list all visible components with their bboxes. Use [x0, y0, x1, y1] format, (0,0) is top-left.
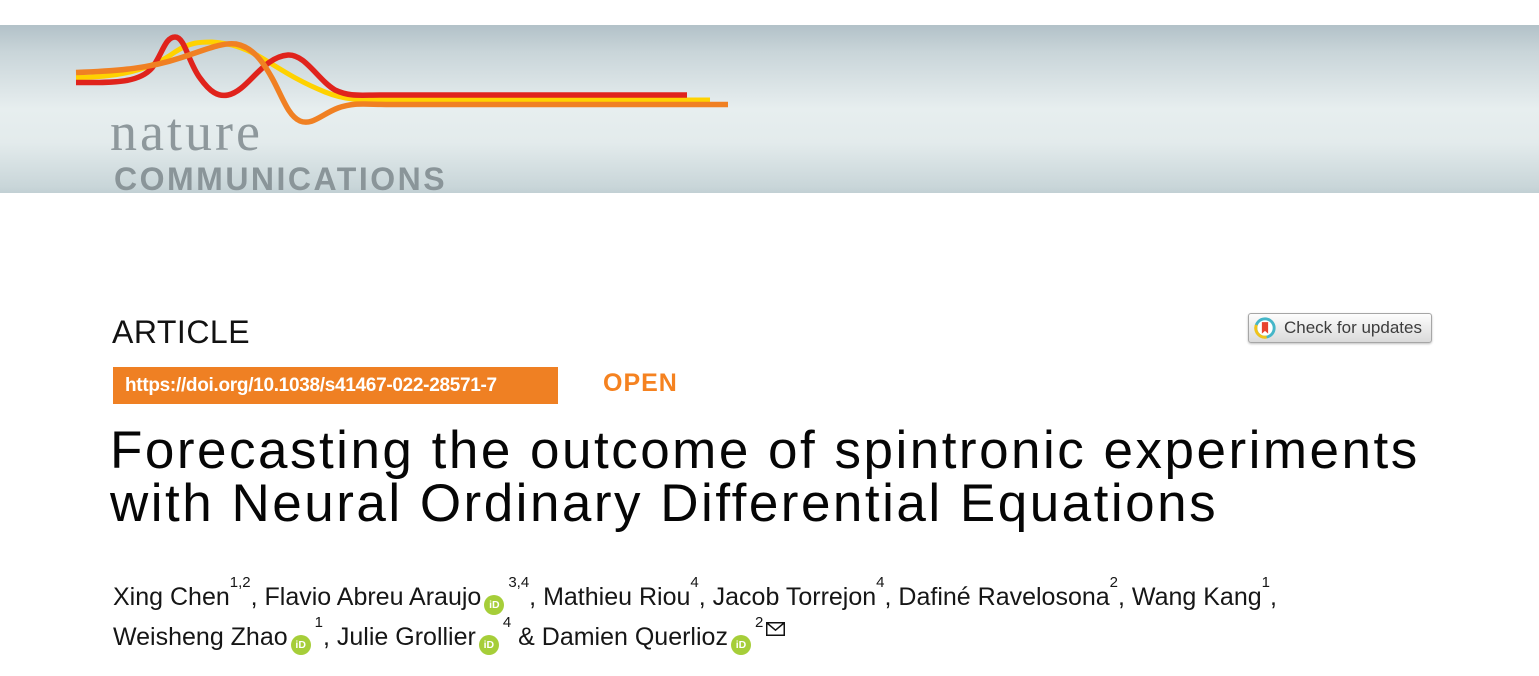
author: Damien Querlioz iD2 — [541, 615, 786, 655]
author-affiliation-sup: 4 — [876, 573, 885, 591]
author-affiliation-sup: 4 — [690, 573, 699, 591]
open-access-label: OPEN — [603, 369, 678, 397]
author-name: Damien Querlioz — [541, 623, 728, 651]
author-name: Xing Chen — [113, 583, 230, 611]
author-list: Xing Chen1,2, Flavio Abreu Araujo iD3,4, … — [113, 575, 1277, 657]
title-line-1: Forecasting the outcome of spintronic ex… — [110, 421, 1420, 480]
author-affiliation-sup: 1 — [314, 613, 323, 631]
author-separator: , — [529, 583, 544, 611]
author: Mathieu Riou4, — [543, 575, 713, 611]
orcid-icon[interactable]: iD — [484, 595, 505, 615]
author-affiliation-sup: 1,2 — [229, 573, 251, 591]
article-kicker: ARTICLE — [112, 314, 251, 350]
orcid-icon[interactable]: iD — [478, 635, 499, 655]
orcid-icon[interactable]: iD — [730, 635, 751, 655]
author-separator: , — [884, 583, 899, 611]
author: Xing Chen1,2, — [113, 575, 265, 611]
email-envelope-icon[interactable] — [766, 614, 786, 642]
author: Jacob Torrejon4, — [712, 575, 899, 611]
author-affiliation-sup: 2 — [1109, 573, 1119, 591]
authors-line-2: Weisheng Zhao iD1, Julie Grollier iD4 & Da… — [113, 615, 1277, 657]
author: Wang Kang1, — [1131, 575, 1277, 611]
author-separator: , — [1269, 583, 1277, 611]
author: Julie Grollier iD4 & — [336, 615, 542, 655]
journal-banner: nature COMMUNICATIONS — [0, 25, 1539, 197]
orcid-icon[interactable]: iD — [290, 635, 311, 655]
authors-line-1: Xing Chen1,2, Flavio Abreu Araujo iD3,4, … — [113, 575, 1277, 617]
crossmark-icon — [1254, 317, 1276, 339]
author-affiliation-sup: 2 — [754, 613, 764, 631]
author-separator: , — [250, 583, 265, 611]
nature-logo-wordmark: nature — [110, 102, 263, 162]
author-name: Julie Grollier — [336, 623, 476, 651]
author-name: Mathieu Riou — [543, 583, 691, 611]
article-title: Forecasting the outcome of spintronic ex… — [110, 424, 1420, 530]
author-name: Wang Kang — [1131, 583, 1262, 611]
title-line-2: with Neural Ordinary Differential Equati… — [110, 474, 1219, 533]
author-separator: , — [323, 623, 337, 651]
author-separator: & — [511, 623, 542, 651]
check-for-updates-label: Check for updates — [1284, 318, 1422, 337]
author: Flavio Abreu Araujo iD3,4, — [264, 575, 544, 615]
author-affiliation-sup: 4 — [502, 613, 512, 631]
author: Dafiné Ravelosona2, — [898, 575, 1132, 611]
author-name: Dafiné Ravelosona — [898, 583, 1110, 611]
communications-logo-wordmark: COMMUNICATIONS — [114, 161, 448, 197]
nature-swoosh-graphic — [75, 34, 728, 125]
author-separator: , — [1118, 583, 1132, 611]
author-name: Weisheng Zhao — [113, 623, 288, 651]
author: Weisheng Zhao iD1, — [113, 615, 337, 655]
author-separator: , — [698, 583, 713, 611]
doi-bar[interactable]: https://doi.org/10.1038/s41467-022-28571… — [113, 367, 558, 404]
author-name: Jacob Torrejon — [712, 583, 877, 611]
author-affiliation-sup: 1 — [1261, 573, 1270, 591]
doi-link[interactable]: https://doi.org/10.1038/s41467-022-28571… — [125, 374, 497, 396]
author-name: Flavio Abreu Araujo — [264, 583, 482, 611]
author-affiliation-sup: 3,4 — [508, 573, 530, 591]
check-for-updates-button[interactable]: Check for updates — [1248, 313, 1432, 343]
